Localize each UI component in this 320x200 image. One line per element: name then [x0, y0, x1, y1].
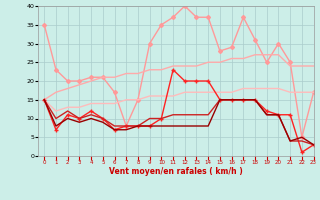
- X-axis label: Vent moyen/en rafales ( km/h ): Vent moyen/en rafales ( km/h ): [109, 167, 243, 176]
